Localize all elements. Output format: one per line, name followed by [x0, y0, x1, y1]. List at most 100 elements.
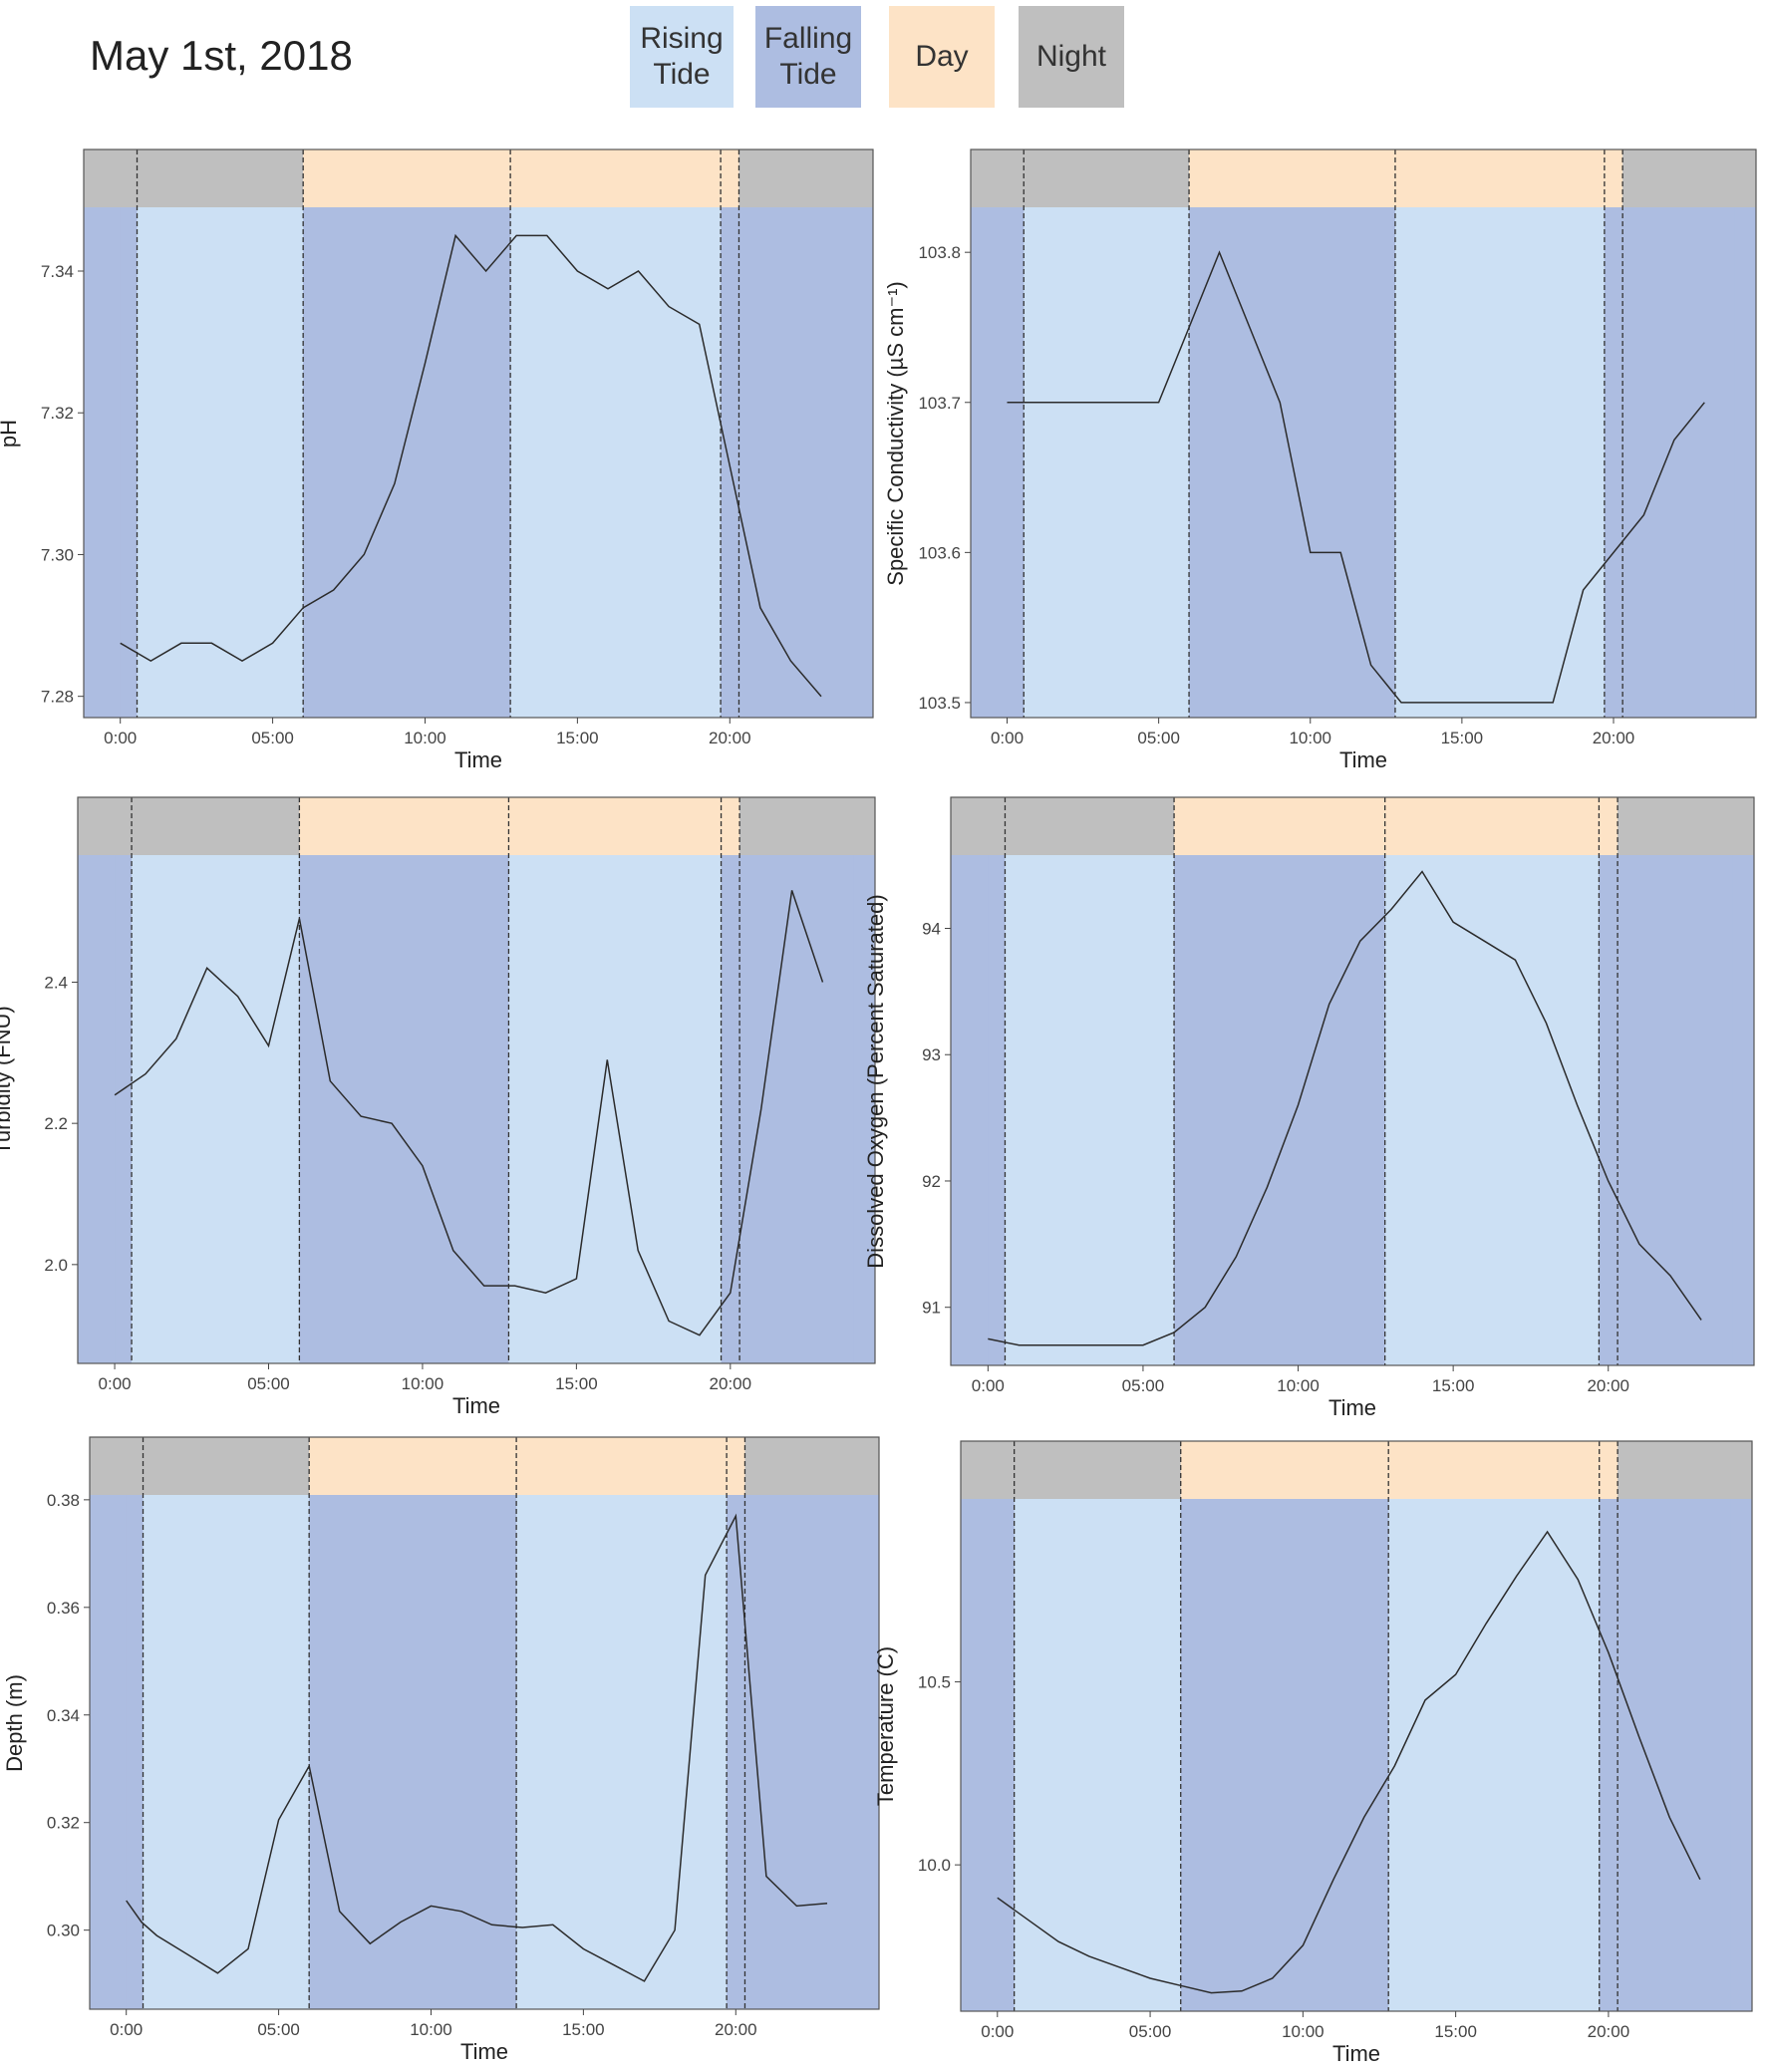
chart-panel-5: 0:00 05:00 10:00 15:00 20:00 0.30 0.32 0.34 0.36… — [2, 1436, 880, 2064]
rising-tide-band — [516, 1495, 728, 2009]
chart-panel-3: 0:00 05:00 10:00 15:00 20:00 2.0 2.2 2.4 Time Tur… — [0, 796, 876, 1418]
y-tick-label: 103.7 — [918, 394, 961, 413]
chart-panel-4: 0:00 05:00 10:00 15:00 20:00 91 92 93 94 Time Diss… — [863, 796, 1755, 1420]
chart-panel-6: 0:00 05:00 10:00 15:00 20:00 10.0 10.5 Time Temp… — [873, 1440, 1753, 2066]
falling-tide-band — [727, 1495, 858, 2009]
night-strip — [1618, 797, 1733, 855]
legend-rising-tide: Rising Tide — [630, 6, 734, 108]
panel-border — [89, 1436, 880, 2010]
page-title: May 1st, 2018 — [90, 32, 353, 79]
day-strip — [1180, 1441, 1619, 1499]
x-tick-label: 05:00 — [1129, 2022, 1172, 2041]
data-series-line — [1007, 250, 1705, 704]
rising-tide-band — [1014, 1499, 1181, 2011]
y-tick-label: 7.30 — [41, 545, 74, 564]
falling-tide-band — [1599, 855, 1733, 1365]
night-strip — [120, 149, 304, 207]
y-tick-label: 103.8 — [918, 243, 961, 262]
falling-tide-band — [120, 207, 138, 718]
falling-tide-band — [721, 855, 854, 1363]
falling-tide-band — [1599, 1499, 1731, 2011]
day-strip — [299, 797, 740, 855]
y-tick-label: 93 — [922, 1045, 941, 1064]
data-series-line — [997, 1530, 1701, 1994]
x-tick-label: 20:00 — [1588, 2022, 1630, 2041]
y-tick-label: 0.38 — [47, 1491, 80, 1510]
data-series-line — [114, 890, 824, 1336]
falling-tide-band — [997, 1499, 1015, 2011]
day-strip — [309, 1437, 745, 1495]
legend-falling-tide: Falling Tide — [755, 6, 861, 108]
y-axis-title: Turbidity (FNU) — [0, 1006, 15, 1155]
night-strip — [738, 149, 852, 207]
legend-day: Day — [889, 6, 995, 108]
data-series-line — [988, 870, 1702, 1346]
panel-border — [77, 796, 876, 1364]
y-tick-label: 0.36 — [47, 1599, 80, 1618]
x-tick-label: 15:00 — [1441, 729, 1484, 747]
night-strip — [997, 1441, 1181, 1499]
x-tick-label: 0:00 — [110, 2020, 143, 2039]
falling-tide-band — [303, 207, 511, 718]
x-tick-label: 05:00 — [247, 1374, 290, 1393]
night-strip — [115, 797, 300, 855]
x-tick-label: 10:00 — [404, 729, 446, 747]
y-tick-label: 2.4 — [44, 974, 68, 993]
x-tick-label: 20:00 — [1587, 1376, 1629, 1395]
x-axis-title: Time — [1339, 747, 1387, 772]
panel-border — [960, 1440, 1753, 2012]
x-tick-label: 10:00 — [410, 2020, 452, 2039]
x-tick-label: 10:00 — [1277, 1376, 1320, 1395]
falling-tide-band — [115, 855, 133, 1363]
x-axis-title: Time — [1328, 1395, 1376, 1420]
y-axis-title: pH — [0, 420, 21, 447]
panel-border — [83, 148, 874, 719]
x-tick-label: 05:00 — [1122, 1376, 1165, 1395]
x-tick-label: 0:00 — [981, 2022, 1014, 2041]
falling-tide-band — [1180, 1499, 1389, 2011]
x-tick-label: 10:00 — [1289, 729, 1331, 747]
y-axis-title: Specific Conductivity (µS cm⁻¹) — [883, 281, 908, 585]
chart-panel-2: 0:00 05:00 10:00 15:00 20:00 103.5 103.6 103.7 1… — [883, 148, 1757, 772]
y-tick-label: 7.32 — [41, 404, 74, 423]
x-tick-label: 20:00 — [710, 1374, 752, 1393]
night-strip — [1007, 149, 1190, 207]
y-tick-label: 0.32 — [47, 1814, 80, 1833]
y-tick-label: 10.5 — [918, 1673, 951, 1692]
x-tick-label: 05:00 — [251, 729, 294, 747]
y-tick-label: 10.0 — [918, 1856, 951, 1875]
figure-header: May 1st, 2018 Rising Tide Falling Tide D… — [0, 0, 1766, 120]
rising-tide-band — [1024, 207, 1190, 718]
x-tick-label: 0:00 — [99, 1374, 132, 1393]
y-tick-label: 7.28 — [41, 688, 74, 707]
night-strip — [988, 797, 1175, 855]
panel-border — [950, 796, 1755, 1366]
night-strip — [1622, 149, 1735, 207]
x-tick-label: 10:00 — [402, 1374, 444, 1393]
falling-tide-band — [988, 855, 1006, 1365]
x-tick-label: 20:00 — [1593, 729, 1635, 747]
x-tick-label: 0:00 — [104, 729, 137, 747]
night-strip — [744, 1437, 858, 1495]
rising-tide-band — [1388, 1499, 1600, 2011]
falling-tide-band — [309, 1495, 517, 2009]
x-axis-title: Time — [460, 2039, 508, 2064]
y-tick-label: 2.2 — [44, 1114, 68, 1133]
data-series-line — [126, 1513, 828, 1982]
night-strip — [126, 1437, 310, 1495]
x-tick-label: 15:00 — [555, 1374, 598, 1393]
y-tick-label: 94 — [922, 920, 941, 939]
x-axis-title: Time — [452, 1393, 500, 1418]
rising-tide-band — [143, 1495, 310, 2009]
x-tick-label: 15:00 — [1432, 1376, 1475, 1395]
y-tick-label: 91 — [922, 1299, 941, 1318]
legend-night: Night — [1019, 6, 1124, 108]
day-strip — [303, 149, 739, 207]
x-tick-label: 20:00 — [709, 729, 751, 747]
rising-tide-band — [1005, 855, 1175, 1365]
chart-panel-1: 0:00 05:00 10:00 15:00 20:00 7.28 7.30 7.32 7.34… — [0, 148, 874, 772]
x-tick-label: 20:00 — [715, 2020, 757, 2039]
x-tick-label: 15:00 — [562, 2020, 605, 2039]
x-axis-title: Time — [1332, 2041, 1380, 2066]
day-strip — [1189, 149, 1623, 207]
